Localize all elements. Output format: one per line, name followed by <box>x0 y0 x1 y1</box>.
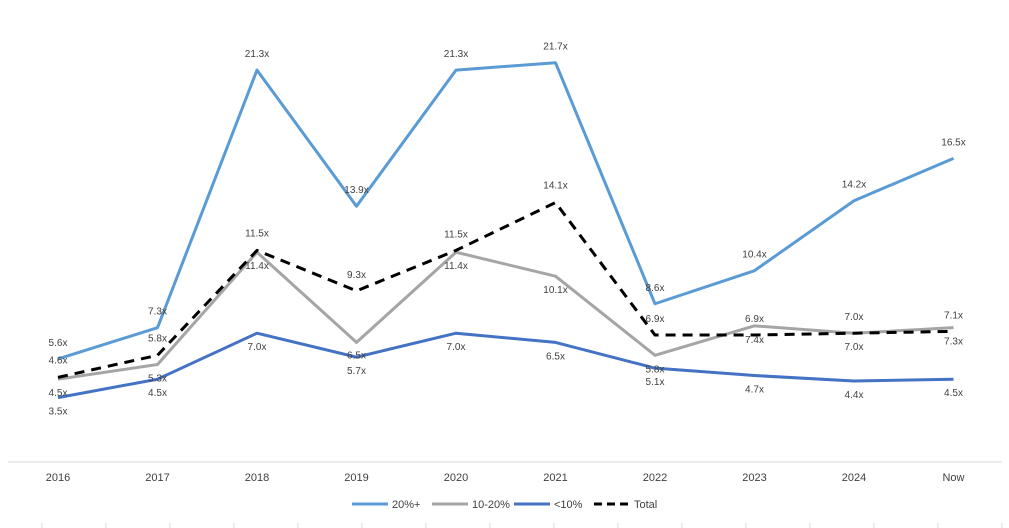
series-line-total <box>57 201 954 379</box>
data-label-20-9: 16.5x <box>941 137 965 148</box>
data-label-10-4: 7.0x <box>447 342 466 353</box>
data-label-10-20-6: 5.8x <box>646 364 665 375</box>
x-tick-label: 2016 <box>46 472 70 484</box>
data-label-total-2: 11.5x <box>245 228 269 239</box>
data-label-total-6: 6.9x <box>646 314 665 325</box>
data-label-10-20-1: 5.3x <box>148 373 167 384</box>
data-label-total-7: 6.9x <box>745 314 764 325</box>
x-tick-label: 2020 <box>444 472 468 484</box>
data-label-total-8: 7.0x <box>845 312 864 323</box>
data-label-20-7: 10.4x <box>742 250 766 261</box>
x-tick-label: Now <box>942 472 964 484</box>
series-layer <box>57 61 955 400</box>
data-label-10-8: 4.4x <box>845 390 864 401</box>
series-line-10-20 <box>57 250 954 381</box>
data-label-10-20-3: 6.5x <box>347 350 366 361</box>
x-tick-label: 2021 <box>543 472 567 484</box>
data-label-10-20-2: 11.4x <box>245 261 269 272</box>
data-label-10-20-9: 7.3x <box>944 337 963 348</box>
data-label-total-5: 14.1x <box>543 181 567 192</box>
data-label-10-20-7: 7.4x <box>745 335 764 346</box>
data-label-layer: 5.6x 7.3x 21.3x 13.9x 21.3x 21.7x 8.6x 10.4x 14.… <box>49 42 966 418</box>
data-label-20-1: 7.3x <box>148 307 167 318</box>
data-label-10-20-8: 7.0x <box>845 342 864 353</box>
data-label-total-1: 5.8x <box>148 333 167 344</box>
legend-label-10-20: 10-20% <box>472 499 510 511</box>
series-line-20 <box>57 61 955 361</box>
legend-label-20: 20%+ <box>392 499 420 511</box>
x-tick-label: 2019 <box>344 472 368 484</box>
data-label-20-3: 13.9x <box>344 185 368 196</box>
data-label-10-20-5: 10.1x <box>543 285 567 296</box>
legend: 20%+ 10-20% <10% Total <box>352 499 657 511</box>
data-label-total-0: 4.6x <box>49 355 68 366</box>
data-label-10-20-4: 11.4x <box>444 261 468 272</box>
data-label-10-3: 5.7x <box>347 366 366 377</box>
legend-label-10: <10% <box>554 499 583 511</box>
legend-label-total: Total <box>634 499 657 511</box>
data-label-10-0: 3.5x <box>49 407 68 418</box>
data-label-10-5: 6.5x <box>546 351 565 362</box>
data-label-20-5: 21.7x <box>543 42 567 53</box>
data-label-10-7: 4.7x <box>745 385 764 396</box>
data-label-20-8: 14.2x <box>842 180 866 191</box>
data-label-20-2: 21.3x <box>245 49 269 60</box>
data-label-20-4: 21.3x <box>444 49 468 60</box>
data-label-10-2: 7.0x <box>248 342 267 353</box>
x-tick-label: 2017 <box>145 472 169 484</box>
x-tick-label: 2024 <box>842 472 866 484</box>
data-label-total-9: 7.1x <box>944 310 963 321</box>
data-label-total-4: 11.5x <box>444 229 468 240</box>
data-label-total-3: 9.3x <box>347 270 366 281</box>
data-label-20-0: 5.6x <box>49 338 68 349</box>
data-label-20-6: 8.6x <box>646 283 665 294</box>
data-label-10-1: 4.5x <box>148 388 167 399</box>
x-tick-label: 2023 <box>742 472 766 484</box>
series-line-10 <box>57 331 954 400</box>
x-tick-label: 2022 <box>643 472 667 484</box>
data-label-10-9: 4.5x <box>944 388 963 399</box>
data-label-10-6: 5.1x <box>646 377 665 388</box>
x-tick-layer: 2016 2017 2018 2019 2020 2021 2022 2023 2024 Now <box>46 472 965 484</box>
bottom-edge-ticks <box>41 523 1003 528</box>
data-label-10-20-0: 4.5x <box>49 388 68 399</box>
x-tick-label: 2018 <box>245 472 269 484</box>
